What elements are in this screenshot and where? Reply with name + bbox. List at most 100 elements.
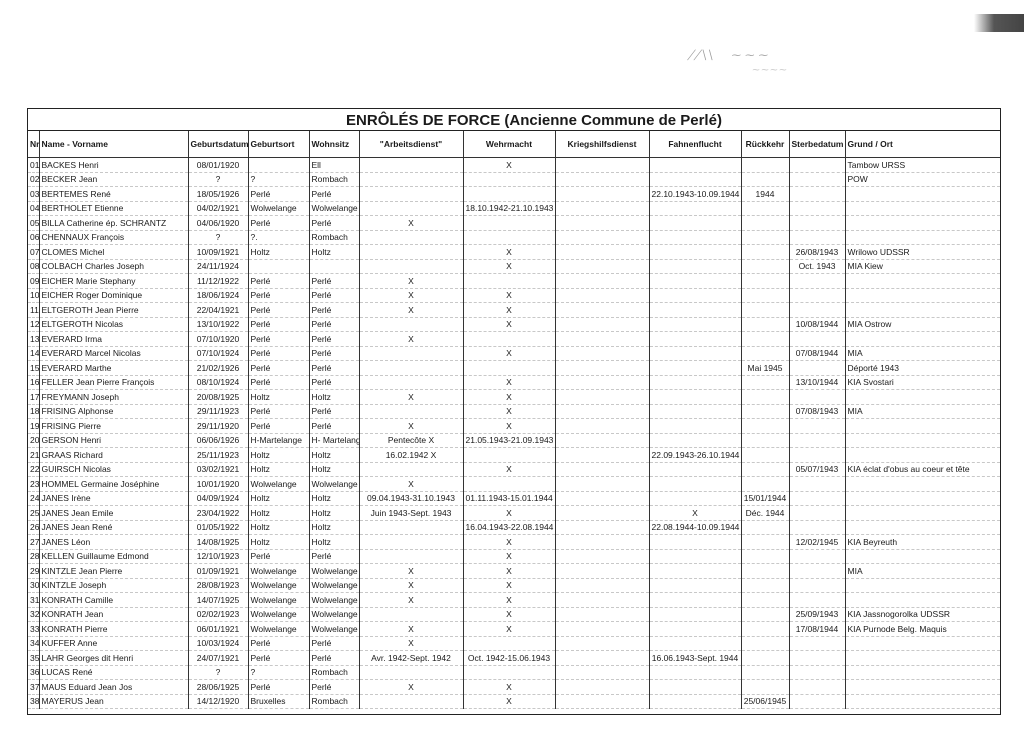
cell-kriegshilfsdienst: [554, 375, 649, 390]
cell-birth-date: 13/10/1922: [187, 317, 248, 332]
cell-nr: 02: [28, 172, 39, 187]
cell-birth-date: 14/07/1925: [187, 592, 248, 608]
column-header-birth-place: Geburtsort: [247, 131, 309, 158]
cell-rueckkehr: [740, 578, 789, 593]
table-row: 26 JANES Jean René 01/05/1922 Holtz Holtz 16.…: [28, 520, 1000, 535]
cell-rueckkehr: [740, 447, 789, 463]
cell-nr: 21: [28, 447, 39, 463]
cell-rueckkehr: [740, 172, 789, 187]
cell-nr: 13: [28, 331, 39, 347]
cell-name: MAUS Eduard Jean Jos: [38, 679, 188, 695]
cell-rueckkehr: [740, 563, 789, 579]
cell-name: EVERARD Marthe: [38, 360, 188, 376]
cell-arbeitsdienst: 16.02.1942 X: [358, 447, 463, 463]
cell-name: FELLER Jean Pierre François: [38, 375, 188, 390]
cell-birth-place: Perlé: [247, 418, 309, 434]
cell-residence: Perlé: [308, 215, 359, 231]
cell-birth-place: ?: [247, 172, 309, 187]
cell-birth-date: 24/11/1924: [187, 259, 248, 274]
cell-residence: Wolwelange: [308, 201, 359, 216]
cell-birth-date: 04/06/1920: [187, 215, 248, 231]
cell-rueckkehr: [740, 157, 789, 173]
cell-arbeitsdienst: [358, 404, 463, 419]
cell-fahnenflucht: [648, 578, 741, 593]
cell-birth-place: Holtz: [247, 389, 309, 405]
cell-birth-date: 02/02/1923: [187, 607, 248, 622]
cell-residence: Perlé: [308, 288, 359, 303]
cell-death-date: [788, 215, 845, 231]
cell-birth-place: Perlé: [247, 186, 309, 202]
cell-death-date: [788, 201, 845, 216]
cell-fahnenflucht: [648, 418, 741, 434]
table-row: 02 BECKER Jean?? Rombach POW: [28, 172, 1000, 187]
cell-name: LUCAS René: [38, 665, 188, 680]
cell-nr: 19: [28, 418, 39, 434]
cell-death-date: [788, 578, 845, 593]
cell-arbeitsdienst: [358, 665, 463, 680]
cell-death-date: 10/08/1944: [788, 317, 845, 332]
table-row: 28 KELLEN Guillaume Edmond 12/10/1923 Perlé…: [28, 549, 1000, 564]
cell-death-date: Oct. 1943: [788, 259, 845, 274]
cell-kriegshilfsdienst: [554, 331, 649, 347]
cell-fahnenflucht: 22.08.1944-10.09.1944: [648, 520, 741, 535]
cell-birth-date: 01/05/1922: [187, 520, 248, 535]
cell-fahnenflucht: [648, 346, 741, 361]
table-row: 34 KUFFER Anne 10/03/1924 Perlé Perlé X: [28, 636, 1000, 651]
cell-kriegshilfsdienst: [554, 505, 649, 521]
cell-arbeitsdienst: X: [358, 215, 463, 231]
table-row: 13 EVERARD Irma 07/10/1920 Perlé Perlé X: [28, 331, 1000, 347]
cell-death-date: [788, 389, 845, 405]
cell-kriegshilfsdienst: [554, 447, 649, 463]
cell-kriegshilfsdienst: [554, 215, 649, 231]
cell-fahnenflucht: [648, 592, 741, 608]
cell-arbeitsdienst: [358, 317, 463, 332]
cell-kriegshilfsdienst: [554, 592, 649, 608]
cell-rueckkehr: [740, 215, 789, 231]
cell-reason-place: [844, 230, 1000, 245]
cell-birth-place: Wolwelange: [247, 621, 309, 637]
cell-reason-place: MIA: [844, 563, 1000, 579]
cell-fahnenflucht: [648, 491, 741, 506]
cell-birth-date: 25/11/1923: [187, 447, 248, 463]
document-sheet: ENRÔLÉS DE FORCE (Ancienne Commune de Pe…: [27, 108, 1001, 715]
cell-kriegshilfsdienst: [554, 244, 649, 260]
cell-death-date: [788, 650, 845, 666]
cell-reason-place: KIA Svostari: [844, 375, 1000, 390]
cell-kriegshilfsdienst: [554, 476, 649, 492]
cell-name: KONRATH Camille: [38, 592, 188, 608]
cell-nr: 29: [28, 563, 39, 579]
cell-residence: Perlé: [308, 549, 359, 564]
cell-reason-place: [844, 592, 1000, 608]
cell-wehrmacht: [462, 476, 555, 492]
cell-residence: Rombach: [308, 694, 359, 709]
cell-wehrmacht: X: [462, 679, 555, 695]
cell-birth-date: 06/01/1921: [187, 621, 248, 637]
column-header-birth-date: Geburtsdatum: [187, 131, 248, 158]
table-row: 14 EVERARD Marcel Nicolas 07/10/1924 Perlé P…: [28, 346, 1000, 361]
table-row: 37 MAUS Eduard Jean Jos 28/06/1925 Perlé Per…: [28, 679, 1000, 695]
cell-fahnenflucht: [648, 462, 741, 477]
cell-rueckkehr: Mai 1945: [740, 360, 789, 376]
column-header-name: Name - Vorname: [38, 131, 188, 158]
table-row: 07 CLOMES Michel 10/09/1921 Holtz Holtz X 26/0…: [28, 244, 1000, 260]
cell-birth-place: Wolwelange: [247, 563, 309, 579]
cell-reason-place: Tambow URSS: [844, 157, 1000, 173]
cell-birth-place: Perlé: [247, 650, 309, 666]
cell-fahnenflucht: [648, 201, 741, 216]
cell-rueckkehr: [740, 404, 789, 419]
cell-residence: Perlé: [308, 302, 359, 318]
cell-arbeitsdienst: [358, 607, 463, 622]
cell-birth-date: 18/06/1924: [187, 288, 248, 303]
cell-residence: Holtz: [308, 244, 359, 260]
cell-birth-date: 10/03/1924: [187, 636, 248, 651]
cell-residence: Perlé: [308, 679, 359, 695]
cell-nr: 11: [28, 302, 39, 318]
cell-rueckkehr: [740, 621, 789, 637]
cell-residence: Perlé: [308, 404, 359, 419]
cell-fahnenflucht: [648, 302, 741, 318]
cell-fahnenflucht: [648, 433, 741, 448]
cell-arbeitsdienst: X: [358, 418, 463, 434]
cell-wehrmacht: X: [462, 389, 555, 405]
cell-reason-place: MIA Kiew: [844, 259, 1000, 274]
cell-death-date: 07/08/1944: [788, 346, 845, 361]
